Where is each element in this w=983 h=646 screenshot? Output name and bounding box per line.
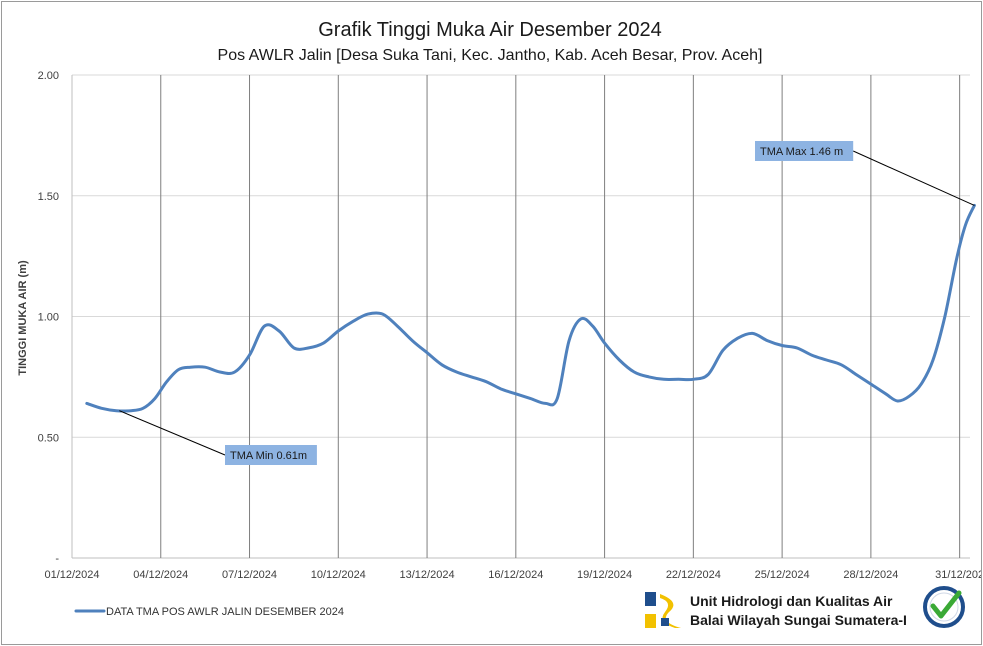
org-name-line1: Unit Hidrologi dan Kualitas Air [690, 593, 893, 609]
y-tick-label: 1.50 [38, 191, 59, 203]
x-tick-label: 31/12/202 [935, 569, 981, 581]
x-tick-label: 04/12/2024 [133, 569, 188, 581]
chart-subtitle: Pos AWLR Jalin [Desa Suka Tani, Kec. Jan… [218, 47, 763, 64]
annotations: TMA Min 0.61m TMA Max 1.46 m [119, 141, 975, 465]
y-tick-label: - [55, 553, 59, 565]
vertical-gridlines [71, 75, 961, 558]
org-name-line2: Balai Wilayah Sungai Sumatera-I [690, 612, 907, 628]
x-tick-label: 07/12/2024 [222, 569, 277, 581]
logo-bar-bottom [645, 614, 656, 628]
logo-bar-top [645, 592, 656, 606]
y-tick-label: 1.00 [38, 312, 59, 324]
annotation-box [755, 141, 854, 161]
x-tick-labels: 01/12/2024 04/12/2024 07/12/2024 10/12/2024… [44, 569, 981, 581]
annotation-box [225, 445, 317, 465]
badge-check [930, 590, 962, 619]
y-axis-label: TINGGI MUKA AIR (m) [17, 260, 29, 376]
chart-title: Grafik Tinggi Muka Air Desember 2024 [318, 19, 662, 41]
x-tick-label: 25/12/2024 [755, 569, 810, 581]
series-line [85, 203, 976, 413]
horizontal-gridlines [72, 74, 970, 559]
logo-dot [661, 618, 669, 626]
y-tick-labels: - 0.50 1.00 1.50 2.00 [38, 70, 60, 565]
y-tick-label: 2.00 [38, 70, 59, 82]
annotation-label: TMA Min 0.61m [230, 450, 307, 462]
x-tick-label: 28/12/2024 [843, 569, 898, 581]
annotation-leader [119, 410, 226, 456]
x-tick-label: 13/12/2024 [400, 569, 455, 581]
x-tick-label: 16/12/2024 [488, 569, 543, 581]
x-tick-label: 01/12/2024 [44, 569, 99, 581]
x-tick-label: 19/12/2024 [577, 569, 632, 581]
certified-checkmark-icon [923, 586, 965, 628]
x-tick-label: 10/12/2024 [311, 569, 366, 581]
pupr-logo-icon [645, 592, 681, 628]
annotation-leader [852, 150, 975, 206]
x-tick-label: 22/12/2024 [666, 569, 721, 581]
legend-label: DATA TMA POS AWLR JALIN DESEMBER 2024 [106, 606, 344, 618]
legend: DATA TMA POS AWLR JALIN DESEMBER 2024 [74, 606, 344, 618]
series-group [85, 203, 976, 413]
annotation-label: TMA Max 1.46 m [760, 146, 843, 158]
y-tick-label: 0.50 [38, 432, 59, 444]
